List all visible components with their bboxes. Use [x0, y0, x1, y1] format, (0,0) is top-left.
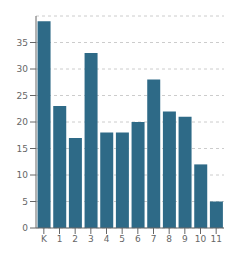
- svg-text:20: 20: [17, 117, 29, 127]
- svg-text:5: 5: [119, 234, 125, 244]
- svg-text:11: 11: [210, 234, 221, 244]
- svg-text:8: 8: [166, 234, 172, 244]
- svg-text:5: 5: [22, 197, 28, 207]
- svg-text:30: 30: [17, 64, 29, 74]
- svg-text:9: 9: [182, 234, 188, 244]
- svg-text:3: 3: [88, 234, 94, 244]
- svg-text:1: 1: [57, 234, 63, 244]
- svg-text:2: 2: [72, 234, 78, 244]
- svg-text:15: 15: [17, 144, 28, 154]
- svg-text:6: 6: [135, 234, 141, 244]
- svg-text:35: 35: [17, 38, 28, 48]
- svg-text:25: 25: [17, 91, 28, 101]
- svg-text:10: 10: [195, 234, 207, 244]
- svg-text:4: 4: [104, 234, 110, 244]
- svg-text:0: 0: [22, 223, 28, 233]
- svg-text:10: 10: [17, 170, 29, 180]
- svg-text:7: 7: [151, 234, 157, 244]
- svg-text:K: K: [41, 234, 48, 244]
